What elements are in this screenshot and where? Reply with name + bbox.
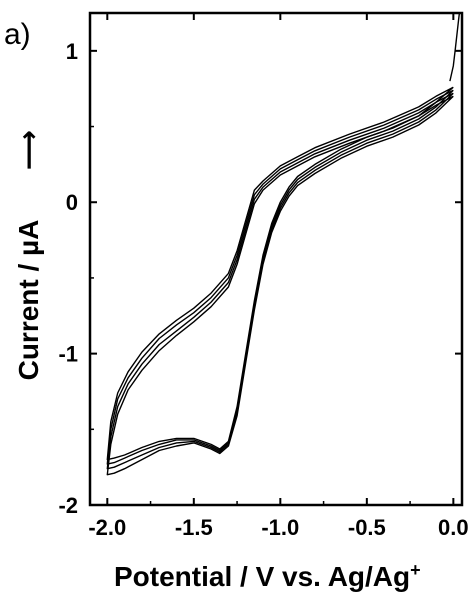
cv-cycle-line bbox=[106, 95, 454, 476]
axes-layer: -2.0 -1.5 -1.0 -0.5 0.0 -2 -1 0 1 bbox=[58, 11, 469, 540]
x-tick-label: -1.0 bbox=[261, 515, 299, 540]
x-axis-title-main: Potential / V vs. Ag/Ag bbox=[114, 561, 410, 592]
x-tick-label: 0.0 bbox=[438, 515, 469, 540]
cv-cycle-line bbox=[106, 86, 454, 461]
x-axis-title: Potential / V vs. Ag/Ag+ bbox=[114, 560, 421, 592]
y-tick-label: 1 bbox=[66, 39, 78, 64]
panel-label: a) bbox=[4, 18, 31, 51]
x-axis-title-group: Potential / V vs. Ag/Ag+ bbox=[114, 560, 421, 592]
x-tick-label: -1.5 bbox=[175, 515, 213, 540]
y-tick-label: -2 bbox=[58, 493, 78, 518]
y-tick-label: -1 bbox=[58, 342, 78, 367]
y-axis-arrow: ⟶ bbox=[13, 130, 44, 170]
y-tick-label: 0 bbox=[66, 190, 78, 215]
plot-frame bbox=[88, 11, 464, 507]
cv-cycle-line bbox=[106, 92, 454, 470]
y-axis-title-group: Current / µA ⟶ bbox=[13, 130, 44, 380]
x-tick-label: -2.0 bbox=[88, 515, 126, 540]
anodic-tail-line bbox=[449, 12, 461, 82]
x-tick-label: -0.5 bbox=[348, 515, 386, 540]
cv-cycle-line bbox=[106, 89, 454, 465]
x-axis-title-superscript: + bbox=[410, 560, 421, 580]
y-axis-title: Current / µA bbox=[13, 220, 44, 381]
plot-layer bbox=[106, 12, 461, 476]
